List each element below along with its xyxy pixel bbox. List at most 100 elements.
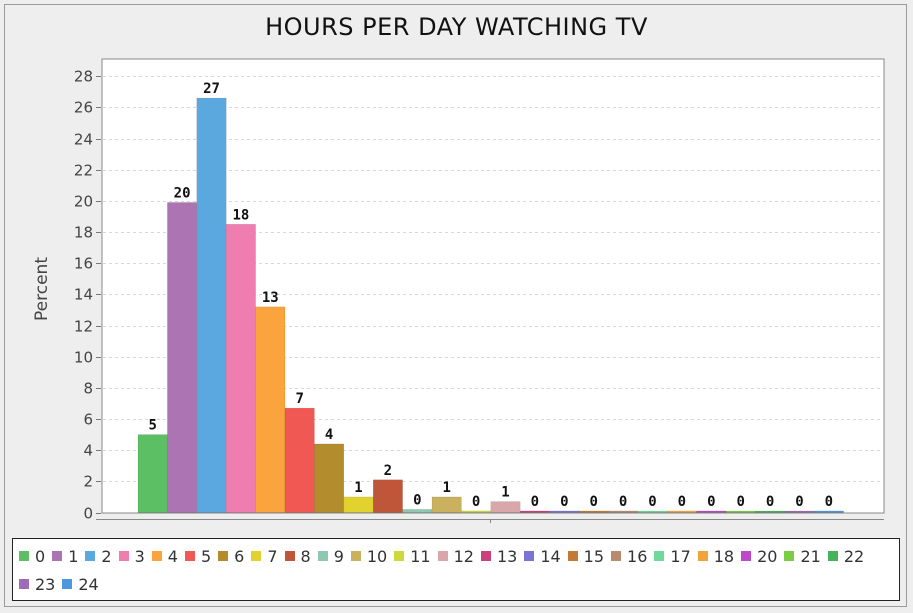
y-tick-label: 28 (74, 68, 93, 86)
y-tick-label: 26 (74, 99, 93, 117)
bar-label-18: 0 (678, 494, 686, 510)
bar-9 (402, 509, 433, 513)
bar-11 (461, 510, 492, 513)
legend-item-17: 17 (654, 542, 691, 570)
bar-17 (637, 510, 668, 513)
legend-swatch (827, 551, 838, 561)
bar-label-8: 2 (384, 463, 392, 479)
legend-label: 22 (843, 546, 865, 566)
bar-label-6: 4 (325, 427, 333, 443)
legend-label: 11 (410, 546, 431, 566)
legend-label: 17 (670, 546, 691, 566)
legend-label: 5 (200, 546, 212, 566)
legend-swatch (218, 551, 229, 561)
legend-label: 24 (78, 574, 99, 594)
bar-12 (490, 501, 521, 513)
legend-swatch (151, 551, 162, 561)
chart-title: HOURS PER DAY WATCHING TV (265, 13, 648, 41)
legend-swatch (52, 551, 63, 561)
legend-item-1: 1 (52, 542, 78, 570)
bar-0 (137, 434, 168, 513)
bar-label-9: 0 (413, 492, 421, 508)
bar-20 (696, 510, 727, 513)
legend-swatch (184, 551, 195, 561)
legend-label: 13 (496, 546, 518, 566)
legend-item-2: 2 (85, 542, 112, 570)
legend-item-10: 10 (350, 542, 388, 570)
y-tick-label: 14 (74, 286, 93, 304)
legend-label: 0 (35, 546, 46, 566)
legend-swatch (784, 551, 795, 561)
legend-label: 12 (453, 546, 474, 566)
legend-item-3: 3 (118, 542, 145, 570)
legend-item-20: 20 (741, 542, 777, 570)
bar-3 (225, 224, 256, 513)
y-tick-label: 18 (74, 224, 93, 242)
bar-4 (255, 306, 286, 513)
legend-swatch (741, 551, 752, 561)
bar-label-20: 0 (707, 494, 715, 510)
legend-item-22: 22 (827, 542, 865, 570)
y-tick-label: 4 (83, 442, 93, 460)
y-tick-label: 12 (74, 318, 93, 336)
bar-label-5: 7 (295, 391, 303, 407)
legend-item-0: 0 (19, 542, 45, 570)
bar-label-2: 27 (203, 81, 220, 97)
bar-22 (755, 510, 786, 513)
legend-label: 20 (757, 546, 778, 566)
bar-1 (167, 202, 198, 513)
bar-label-15: 0 (589, 494, 597, 510)
y-tick-label: 20 (74, 193, 93, 211)
bar-label-7: 1 (354, 480, 362, 496)
bar-label-11: 0 (472, 494, 480, 510)
legend-item-4: 4 (151, 542, 178, 570)
bar-label-24: 0 (825, 494, 833, 510)
legend-label: 2 (101, 546, 112, 566)
legend-label: 1 (68, 546, 79, 566)
legend-item-15: 15 (567, 542, 605, 570)
legend-label: 14 (540, 546, 561, 566)
legend-label: 9 (333, 546, 344, 566)
bar-10 (431, 496, 462, 513)
y-tick-label: 16 (74, 255, 93, 273)
legend-label: 23 (35, 574, 56, 594)
bar-14 (549, 510, 580, 513)
legend-label: 18 (713, 546, 735, 566)
legend-item-7: 7 (251, 542, 278, 570)
bar-7 (343, 496, 374, 513)
bar-8 (372, 479, 403, 513)
legend-swatch (251, 551, 262, 561)
bar-6 (314, 443, 345, 513)
legend-swatch (524, 551, 535, 561)
bar-label-22: 0 (766, 494, 774, 510)
legend-swatch (697, 551, 708, 561)
legend-swatch (350, 551, 361, 561)
legend-item-8: 8 (284, 542, 311, 570)
bar-label-0: 5 (148, 418, 156, 434)
bar-2 (196, 97, 227, 513)
legend-item-23: 23 (19, 570, 55, 598)
bar-label-14: 0 (560, 494, 568, 510)
legend-label: 10 (366, 546, 388, 566)
bar-label-4: 13 (262, 290, 279, 306)
legend-label: 8 (300, 546, 311, 566)
bar-23 (784, 510, 815, 513)
bar-label-10: 1 (442, 480, 450, 496)
legend-swatch (19, 579, 29, 589)
bar-label-3: 18 (232, 207, 249, 223)
y-tick-label: 10 (74, 349, 93, 367)
legend-label: 15 (583, 546, 605, 566)
legend-label: 6 (234, 546, 245, 566)
legend-swatch (480, 551, 491, 561)
legend-swatch (611, 551, 622, 561)
legend-swatch (317, 551, 328, 561)
legend-item-12: 12 (437, 542, 474, 570)
legend-item-11: 11 (394, 542, 431, 570)
bar-5 (284, 407, 315, 513)
legend-swatch (654, 551, 665, 561)
legend-swatch (85, 551, 96, 561)
y-tick-label: 2 (83, 473, 93, 491)
chart-legend: 0 1 2 3 4 5 6 7 8 9 10 11 12 13 14 15 16 17 18 20 21 22 23 24 (12, 538, 900, 601)
legend-swatch (394, 551, 405, 561)
bar-21 (725, 510, 756, 513)
